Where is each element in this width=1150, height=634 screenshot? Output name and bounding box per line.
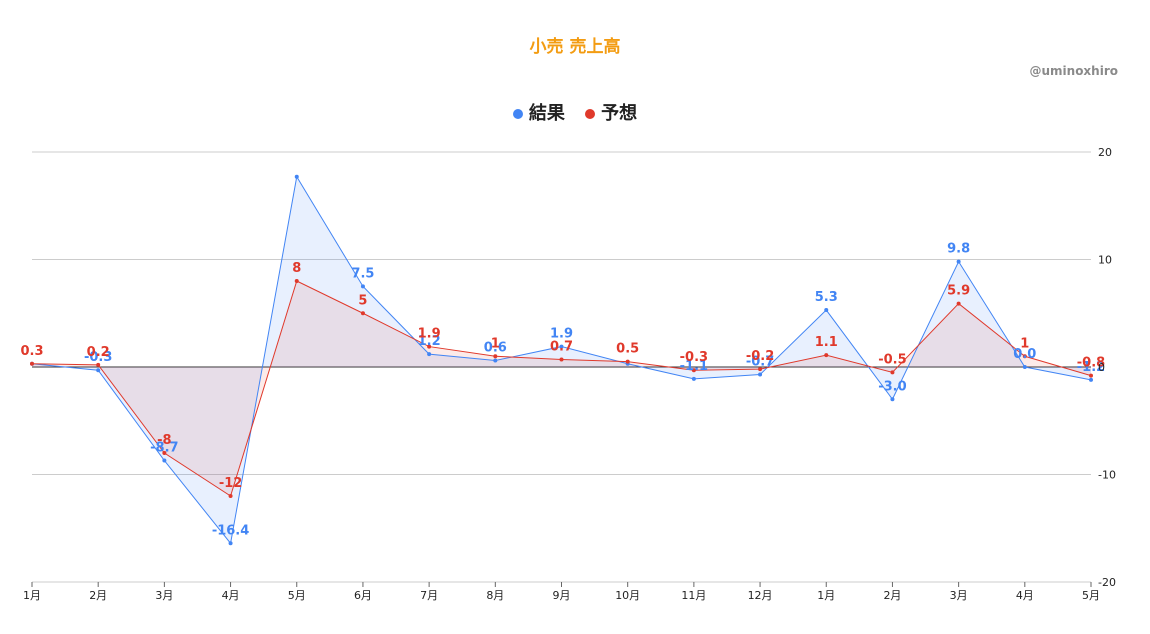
point-forecast	[360, 311, 365, 316]
point-forecast	[1022, 354, 1027, 359]
x-tick-label: 2月	[883, 589, 901, 602]
x-tick-label: 11月	[681, 589, 706, 602]
point-forecast	[625, 359, 630, 364]
point-result	[162, 458, 167, 463]
point-forecast	[30, 361, 34, 366]
data-label-result: -1.1	[680, 359, 708, 374]
point-forecast	[956, 301, 961, 306]
data-label-forecast: 8	[292, 261, 301, 276]
x-tick-label: 10月	[615, 589, 640, 602]
x-tick-label: 5月	[1082, 589, 1100, 602]
data-label-forecast: -0.5	[878, 352, 906, 367]
point-result	[1022, 365, 1027, 369]
chart-title: 小売 売上高	[529, 37, 621, 57]
data-label-forecast: -12	[219, 476, 243, 491]
legend-item-forecast[interactable]: 予想	[585, 99, 637, 125]
data-label-forecast: 1	[1020, 336, 1029, 351]
point-forecast	[427, 344, 432, 349]
legend-label-forecast: 予想	[601, 103, 638, 124]
data-label-forecast: -0.2	[746, 349, 774, 364]
data-label-forecast: 1.1	[815, 335, 838, 350]
point-forecast	[96, 362, 101, 367]
watermark-text: @uminoxhiro	[1029, 64, 1118, 78]
point-forecast	[758, 367, 763, 372]
data-label-forecast: 5.9	[947, 284, 970, 299]
point-result	[691, 376, 696, 381]
data-label-result: 1.9	[550, 327, 573, 342]
x-tick-label: 3月	[155, 589, 173, 602]
point-result	[890, 397, 895, 402]
x-tick-label: 4月	[1016, 589, 1034, 602]
data-label-result: 5.3	[815, 290, 838, 305]
point-result	[96, 368, 101, 373]
point-forecast	[691, 368, 696, 373]
legend: 結果 予想	[0, 99, 1150, 125]
y-tick-label: 20	[1098, 146, 1112, 159]
point-forecast	[1089, 373, 1093, 378]
data-label-forecast: -0.3	[680, 350, 708, 365]
x-tick-label: 1月	[817, 589, 835, 602]
x-tick-label: 1月	[23, 589, 41, 602]
point-result	[758, 372, 763, 377]
point-result	[824, 308, 829, 313]
data-label-forecast: 0.5	[616, 342, 639, 357]
y-tick-label: -10	[1098, 469, 1116, 482]
data-label-forecast: -0.8	[1077, 356, 1105, 371]
x-tick-label: 12月	[748, 589, 773, 602]
data-label-forecast: 1.9	[418, 327, 441, 342]
data-label-forecast: 0.3	[20, 344, 43, 359]
point-result	[360, 284, 365, 289]
point-result	[294, 174, 299, 179]
data-label-forecast: 0.2	[87, 345, 110, 360]
x-tick-label: 8月	[486, 589, 504, 602]
data-label-forecast: 5	[358, 293, 367, 308]
x-tick-label: 9月	[553, 589, 571, 602]
point-forecast	[890, 370, 895, 375]
point-forecast	[294, 279, 299, 283]
point-result	[427, 352, 432, 357]
data-label-result: 9.8	[947, 242, 970, 257]
x-tick-label: 6月	[354, 589, 372, 602]
point-result	[1089, 377, 1093, 382]
data-label-forecast: 0.7	[550, 339, 573, 354]
point-forecast	[162, 451, 167, 455]
data-label-result: 1.2	[418, 334, 441, 349]
y-tick-label: 10	[1098, 254, 1112, 267]
area-forecast	[32, 281, 1091, 496]
point-forecast	[493, 354, 498, 359]
data-label-result: 0.6	[484, 341, 507, 356]
point-result	[493, 358, 498, 363]
legend-label-result: 結果	[528, 103, 565, 124]
data-label-result: -8.7	[150, 441, 178, 456]
point-forecast	[824, 353, 829, 358]
point-forecast	[559, 357, 564, 362]
data-label-result: 7.5	[351, 266, 374, 281]
x-tick-label: 3月	[950, 589, 968, 602]
y-tick-label: 0	[1098, 361, 1105, 374]
point-result	[956, 259, 961, 264]
legend-dot-result	[512, 109, 523, 119]
data-label-result: -0.3	[84, 350, 112, 365]
data-label-result: -1.2	[1077, 360, 1105, 375]
data-label-forecast: -8	[157, 433, 171, 448]
x-tick-label: 5月	[288, 589, 306, 602]
point-forecast	[228, 494, 233, 498]
y-tick-label: -20	[1098, 576, 1116, 589]
point-result	[559, 344, 564, 349]
data-label-result: -3.0	[878, 379, 906, 394]
x-tick-label: 7月	[420, 589, 438, 602]
data-label-result: -16.4	[212, 523, 249, 538]
x-tick-label: 4月	[222, 589, 240, 602]
legend-item-result[interactable]: 結果	[512, 99, 565, 125]
x-tick-label: 2月	[89, 589, 107, 602]
data-label-forecast: 1	[491, 336, 500, 351]
point-result	[228, 541, 233, 546]
data-label-result: -0.7	[746, 355, 774, 370]
data-label-result: 0.0	[1013, 347, 1036, 362]
legend-dot-forecast	[585, 109, 596, 119]
